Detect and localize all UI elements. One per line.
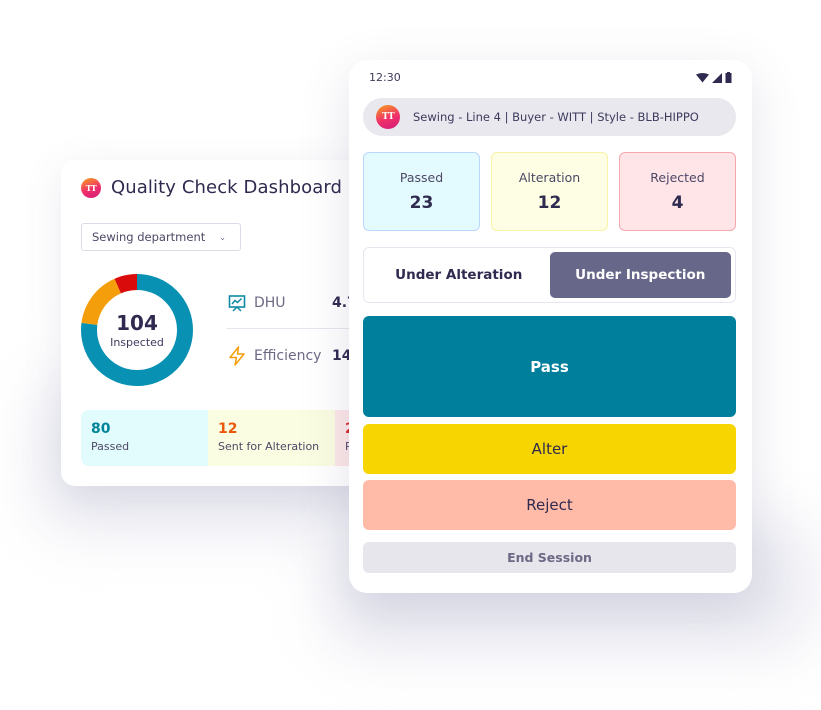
mobile-inspection-screen: 12:30 TT Sewing - Line 4 | Buyer - WITT …: [349, 60, 752, 593]
tab-under-alteration[interactable]: Under Alteration: [395, 267, 523, 283]
department-select-value: Sewing department: [92, 230, 206, 244]
count-label: Passed: [399, 170, 444, 185]
tab-under-inspection[interactable]: Under Inspection: [549, 252, 731, 298]
stat-alteration: 12 Sent for Alteration: [208, 410, 335, 466]
donut-center: 104 Inspected: [80, 273, 194, 387]
count-alteration: Alteration 12: [491, 152, 608, 231]
brand-logo: TT: [81, 177, 101, 198]
donut-segment-rejected: [81, 274, 193, 386]
department-select[interactable]: Sewing department ⌄: [81, 223, 241, 251]
status-bar: 12:30: [369, 71, 732, 84]
count-value: 23: [409, 193, 434, 213]
stat-value: 12: [218, 421, 238, 437]
presentation-chart-icon: [228, 295, 246, 312]
divider: [226, 328, 441, 329]
count-rejected: Rejected 4: [619, 152, 736, 231]
count-label: Alteration: [518, 170, 581, 185]
stat-label: Passed: [91, 440, 130, 453]
metric-efficiency: Efficiency 14: [228, 346, 351, 366]
pass-button[interactable]: Pass: [363, 316, 736, 417]
metric-label: Efficiency: [254, 348, 322, 364]
inspected-label: Inspected: [110, 335, 164, 349]
metric-value: 14: [332, 348, 352, 364]
inspected-total: 104: [116, 310, 158, 335]
inspection-donut-chart: [81, 274, 193, 386]
dashboard-header: TT Quality Check Dashboard: [81, 177, 342, 198]
stat-passed: 80 Passed: [81, 410, 208, 466]
signal-icon: [712, 72, 722, 83]
inspection-mode-toggle: Under Alteration Under Inspection: [363, 247, 736, 303]
stat-label: Sent for Alteration: [218, 440, 320, 453]
metric-dhu: DHU 4.7: [228, 294, 357, 312]
count-value: 4: [671, 193, 684, 213]
system-icons: [696, 72, 732, 83]
battery-icon: [725, 72, 732, 83]
count-value: 12: [537, 193, 562, 213]
alter-button[interactable]: Alter: [363, 424, 736, 474]
wifi-icon: [696, 72, 709, 82]
metric-label: DHU: [254, 295, 286, 311]
reject-button[interactable]: Reject: [363, 480, 736, 530]
session-info-text: Sewing - Line 4 | Buyer - WITT | Style -…: [413, 110, 699, 124]
session-info-bar: TT Sewing - Line 4 | Buyer - WITT | Styl…: [363, 98, 736, 136]
lightning-icon: [229, 346, 245, 366]
chevron-down-icon: ⌄: [219, 232, 226, 242]
status-time: 12:30: [369, 71, 401, 84]
brand-logo: TT: [376, 105, 400, 129]
count-summary: Passed 23 Alteration 12 Rejected 4: [363, 152, 736, 231]
count-label: Rejected: [650, 170, 705, 185]
end-session-button[interactable]: End Session: [363, 542, 736, 573]
dashboard-title: Quality Check Dashboard: [111, 177, 343, 198]
stat-value: 80: [91, 421, 111, 437]
count-passed: Passed 23: [363, 152, 480, 231]
